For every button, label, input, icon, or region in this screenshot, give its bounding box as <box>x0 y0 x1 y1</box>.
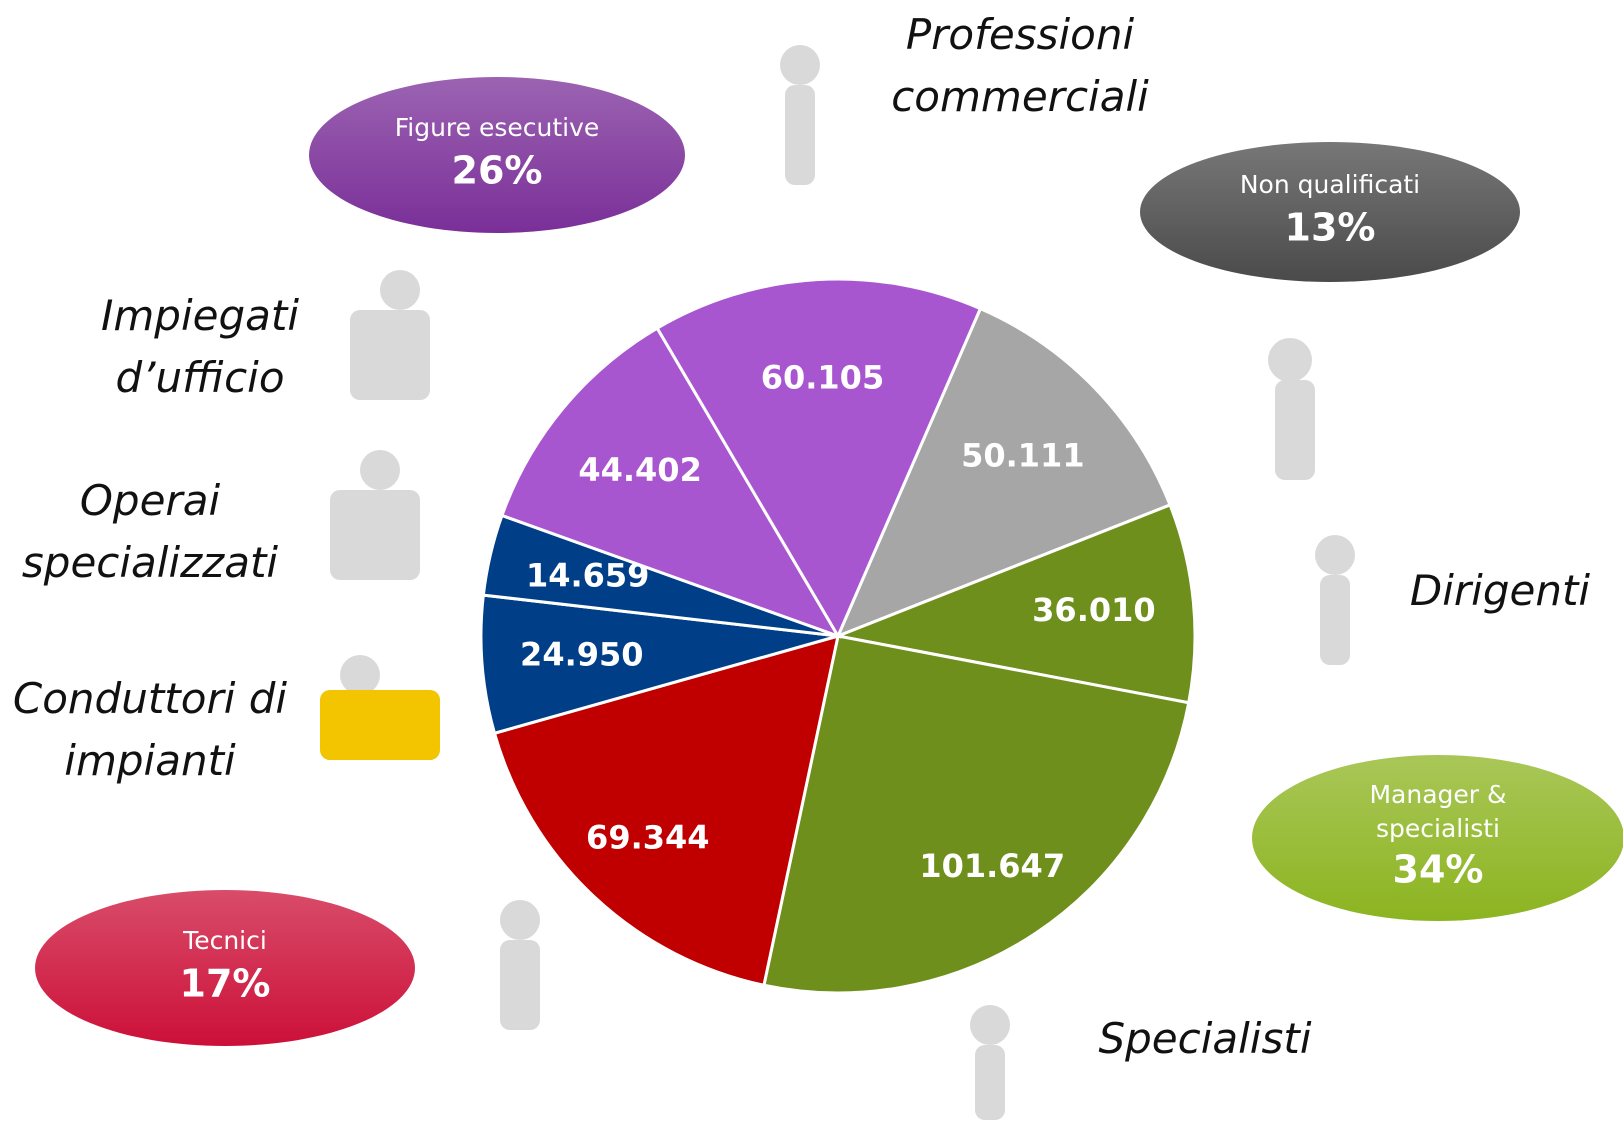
slice-label: 44.402 <box>578 451 701 489</box>
group-name: Figure esecutive <box>395 113 600 142</box>
group-value: 13% <box>1285 206 1376 250</box>
page: 50.11136.010101.64769.34424.95014.65944.… <box>0 0 1623 1125</box>
category-label: Professioni commerciali <box>860 4 1180 128</box>
group-value: 17% <box>180 962 271 1006</box>
category-label: Specialisti <box>1080 1008 1330 1070</box>
category-label: Conduttori di impianti <box>10 668 290 792</box>
slice-label: 60.105 <box>761 358 884 396</box>
category-label: Dirigenti <box>1400 560 1600 622</box>
group-name-line: specialisti <box>1376 814 1500 843</box>
slice-label: 69.344 <box>586 818 709 856</box>
category-label: Impiegati d’ufficio <box>60 285 340 409</box>
slice-label: 36.010 <box>1032 591 1155 629</box>
category-label: Operai specializzati <box>10 470 290 594</box>
group-name: Tecnici <box>182 926 267 955</box>
group-value: 34% <box>1393 848 1484 892</box>
group-name-line: Manager & <box>1369 780 1506 809</box>
slice-label: 101.647 <box>919 847 1065 885</box>
slice-label: 50.111 <box>961 436 1084 474</box>
group-value: 26% <box>452 149 543 193</box>
slice-label: 24.950 <box>520 636 643 674</box>
group-name: Non qualificati <box>1240 170 1420 199</box>
